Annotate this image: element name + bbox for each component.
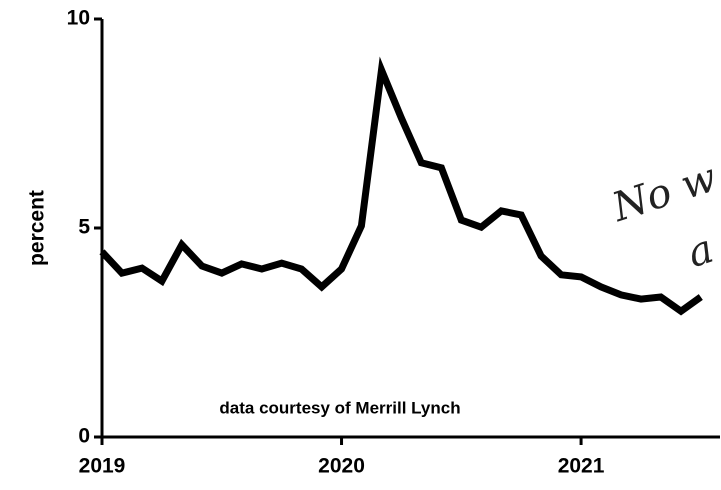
source-note: data courtesy of Merrill Lynch — [219, 398, 460, 417]
y-axis-label: percent — [26, 190, 49, 266]
x-tick-label: 2021 — [558, 455, 605, 478]
x-tick-label: 2019 — [79, 455, 126, 478]
y-tick-label: 5 — [78, 216, 90, 239]
handwritten-note: a — [682, 226, 719, 277]
handwritten-note: No w — [606, 155, 721, 232]
data-line — [99, 56, 703, 316]
y-tick-label: 0 — [78, 425, 90, 448]
y-tick-label: 10 — [67, 7, 90, 30]
x-tick-label: 2020 — [318, 455, 365, 478]
